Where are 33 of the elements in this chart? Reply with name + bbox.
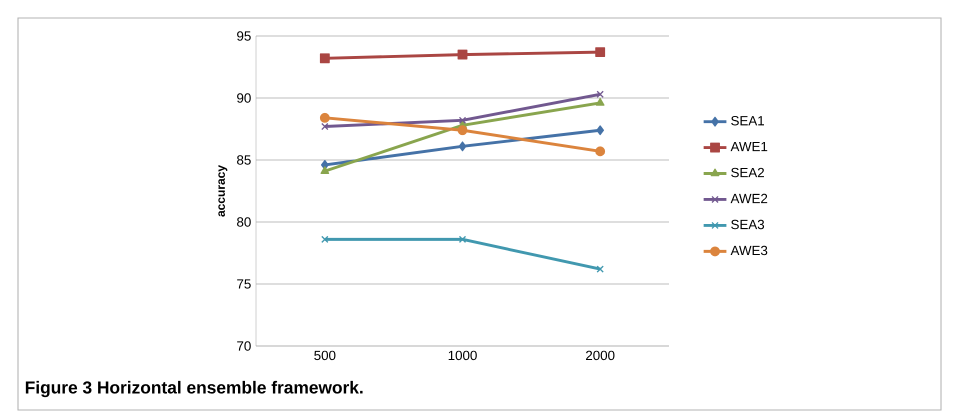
point [458,50,468,60]
point [596,98,605,106]
legend-label: SEA1 [731,116,764,126]
y-tick-label: 95 [237,31,251,41]
point [320,112,330,123]
y-tick-label: 70 [237,341,251,351]
point [595,146,606,156]
y-tick-label: 90 [237,93,251,103]
point [320,53,330,64]
x-tick-label: 2000 [586,350,614,360]
point [320,166,330,174]
y-axis-title: accuracy [218,165,228,217]
point [458,116,466,124]
point [596,265,604,273]
legend-label: AWE2 [730,194,768,204]
point [458,125,468,136]
point [596,90,604,98]
point [321,236,329,244]
legend-label: AWE1 [730,142,768,152]
y-tick-label: 75 [237,279,251,289]
x-tick-label: 1000 [448,350,477,360]
point [595,47,606,58]
legend-label: SEA2 [731,168,764,178]
legend-label: SEA3 [731,220,764,230]
point [321,122,329,130]
y-tick-label: 85 [237,155,251,165]
caption: Figure 3 Horizontal ensemble framework. [26,380,363,398]
point [458,141,466,152]
point [458,236,466,244]
y-tick-label: 80 [237,217,251,227]
point [596,125,604,136]
x-tick-label: 500 [314,350,336,360]
legend-label: AWE3 [730,246,768,256]
